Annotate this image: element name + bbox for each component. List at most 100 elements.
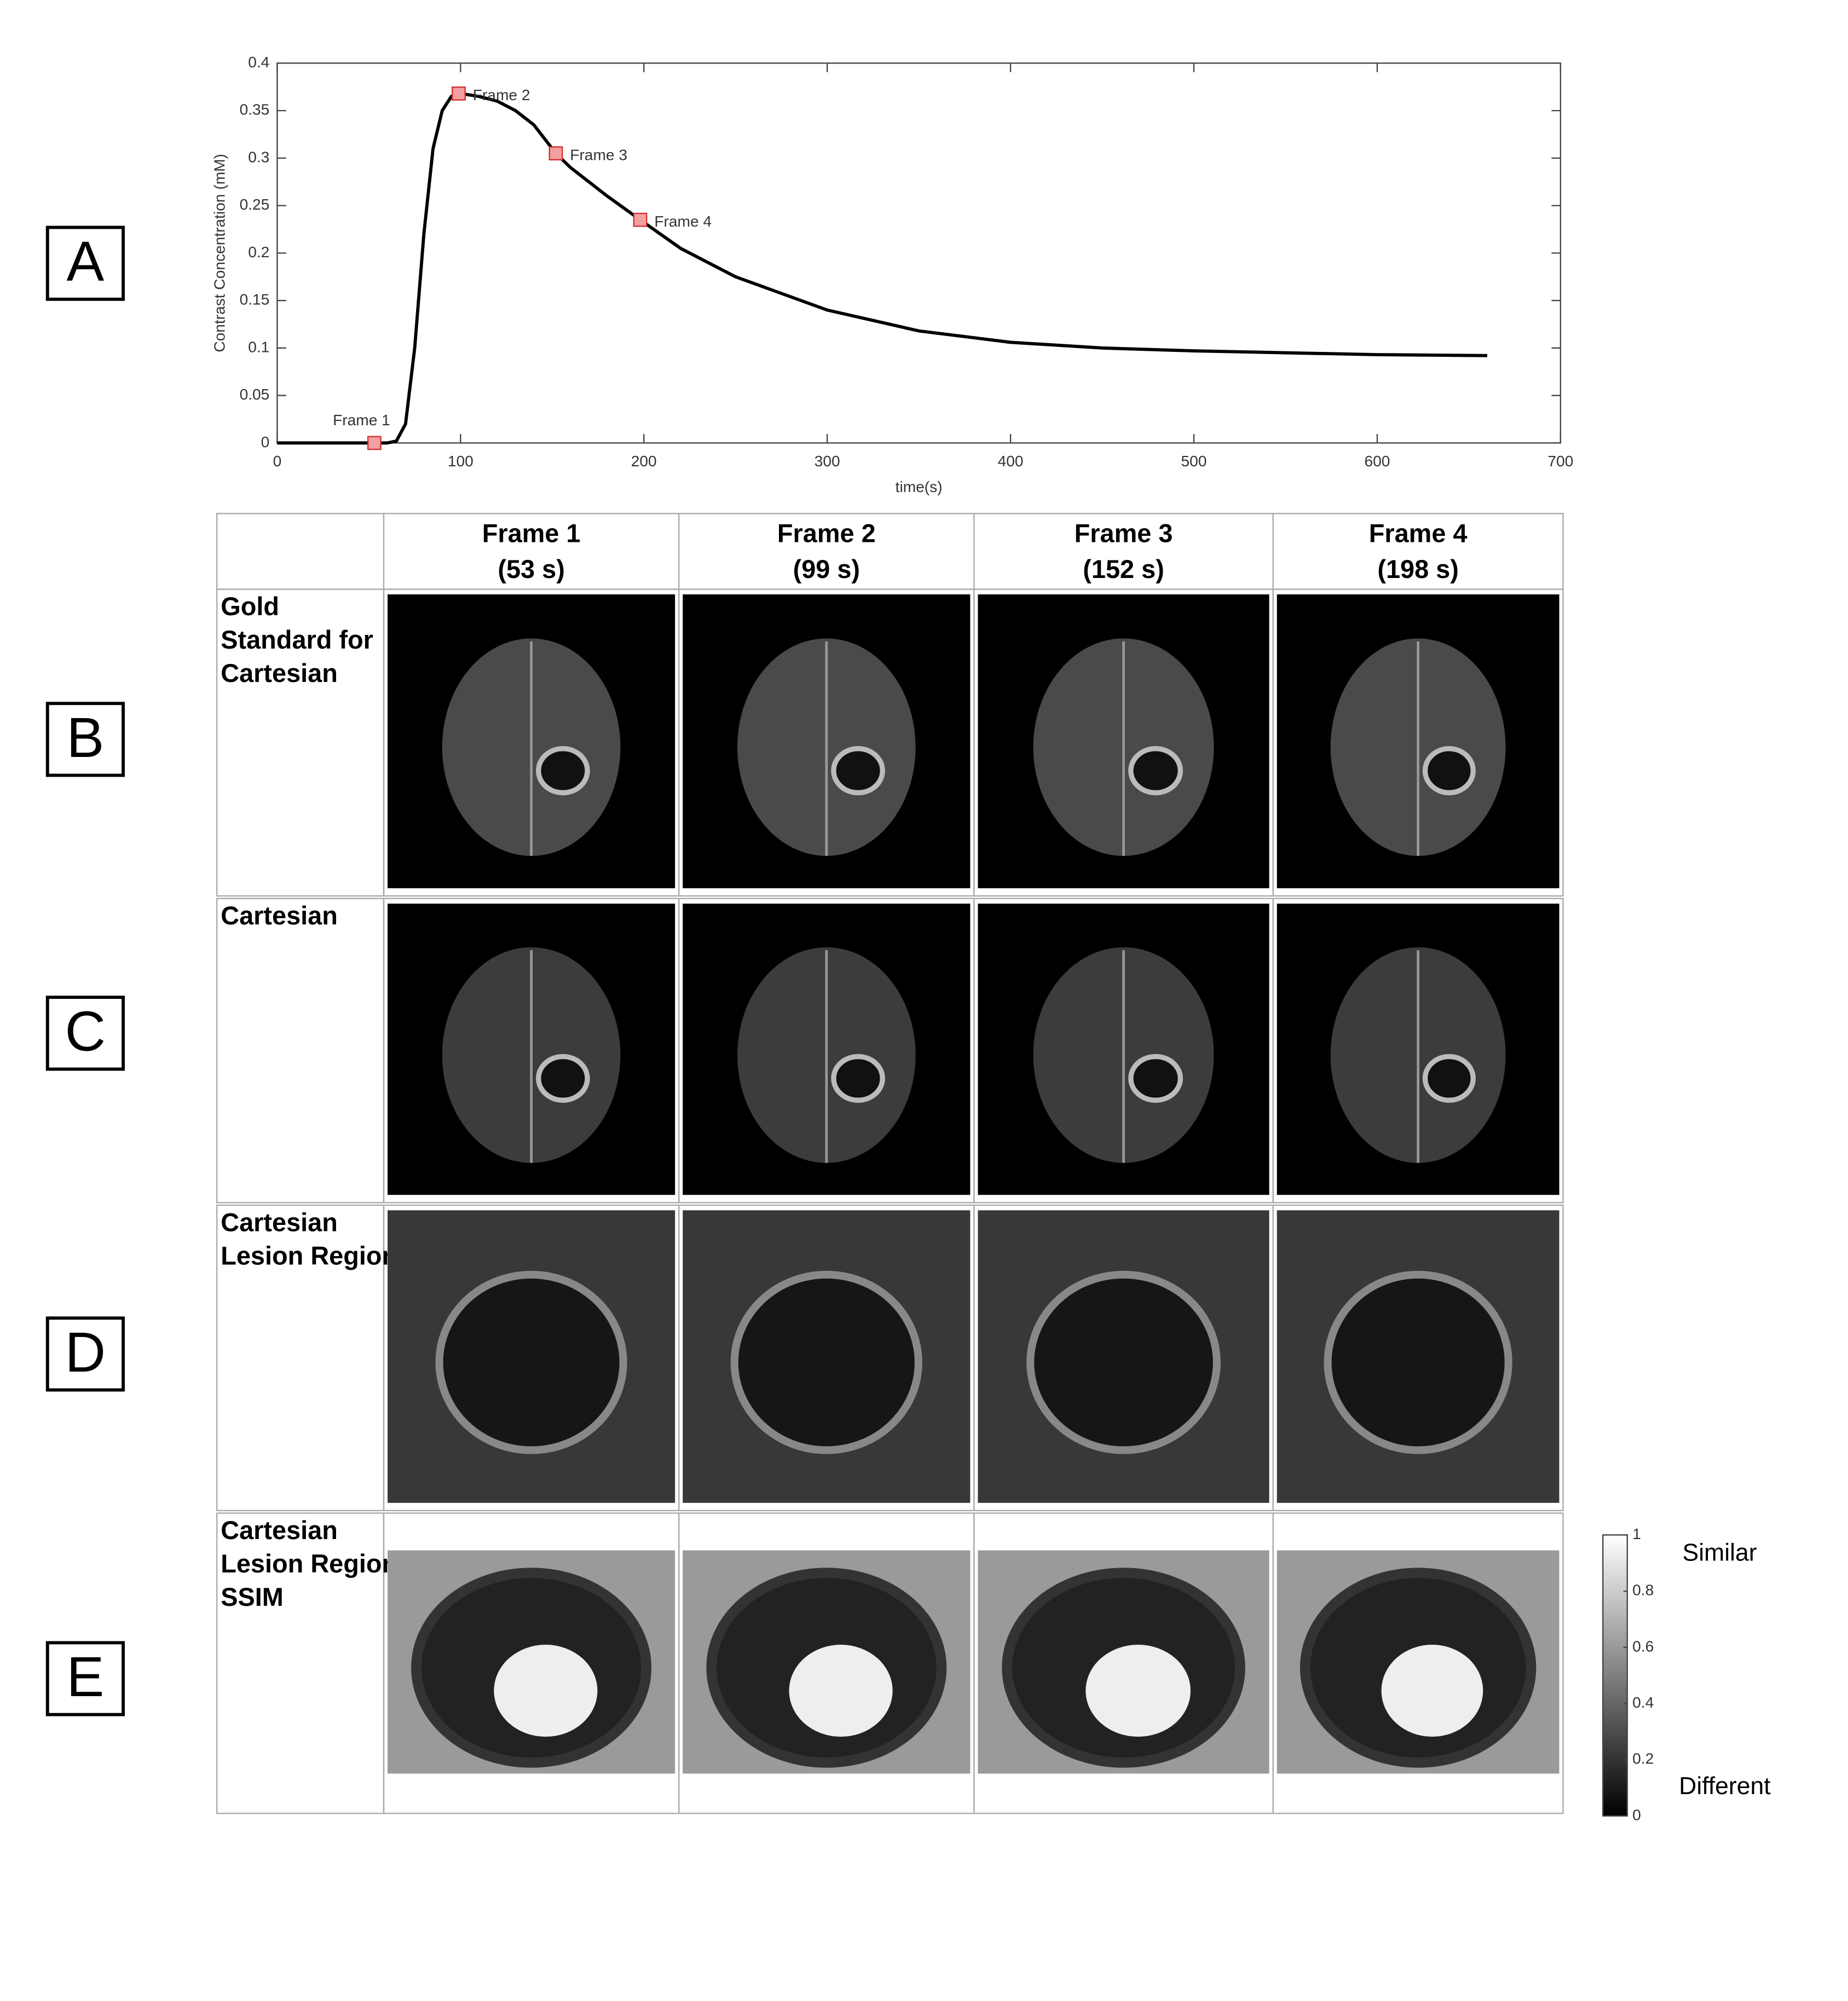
image: [683, 1210, 971, 1503]
lesion: [730, 1270, 922, 1454]
y-tick-label: 0.4: [248, 54, 269, 71]
plot-frame: [276, 62, 1562, 444]
frame-marker: [548, 146, 563, 161]
column-header: (53 s): [498, 555, 564, 583]
panel-label-box: [45, 996, 125, 1071]
lesion: [1324, 1270, 1512, 1454]
row-header: Lesion Region: [221, 1549, 397, 1578]
colorbar-tick-label: 1: [1632, 1525, 1641, 1542]
column-header: Frame 3: [1075, 519, 1173, 548]
colorbar-top-label: Similar: [1683, 1539, 1757, 1566]
column-header: Frame 2: [777, 519, 876, 548]
row-header: Cartesian: [221, 1516, 338, 1545]
image: [1277, 1550, 1560, 1774]
image: [388, 903, 675, 1195]
frame-marker: [633, 212, 648, 227]
image: [683, 1550, 971, 1774]
image: [1277, 903, 1560, 1195]
y-axis-label: Contrast Concentration (mM): [211, 154, 228, 352]
row-header: SSIM: [221, 1583, 284, 1611]
image: [978, 903, 1269, 1195]
colorbar-tick-label: 0.6: [1632, 1638, 1654, 1655]
column-header: Frame 1: [482, 519, 581, 548]
y-tick-label: 0.15: [240, 291, 270, 308]
frame-marker-label: Frame 1: [333, 412, 390, 429]
row-header: Gold: [221, 592, 279, 621]
table-header-cell: [216, 513, 1564, 590]
frame-marker-label: Frame 4: [654, 213, 712, 230]
y-tick-label: 0.2: [248, 244, 269, 261]
panel-label-box: [45, 1641, 125, 1716]
lesion: [1128, 746, 1183, 796]
x-tick-label: 200: [631, 453, 657, 470]
x-tick-label: 100: [448, 453, 473, 470]
row-header: Standard for: [221, 626, 373, 654]
colorbar-tick-label: 0.2: [1632, 1750, 1654, 1767]
lesion: [435, 1270, 627, 1454]
core: [789, 1645, 893, 1737]
row-header: Cartesian: [221, 1208, 338, 1236]
image: [978, 1550, 1269, 1774]
y-tick-label: 0.3: [248, 148, 269, 165]
lesion: [536, 1054, 590, 1103]
panel-label: A: [67, 230, 105, 293]
lesion: [831, 1054, 885, 1103]
x-tick-label: 0: [273, 453, 282, 470]
image: [1277, 594, 1560, 888]
panel-label: B: [67, 706, 105, 769]
y-tick-label: 0: [261, 433, 270, 450]
row-header: Lesion Region: [221, 1241, 397, 1270]
x-tick-label: 400: [998, 453, 1024, 470]
frame-marker: [367, 436, 382, 450]
row-header: Cartesian: [221, 659, 338, 687]
x-tick-label: 300: [815, 453, 840, 470]
x-tick-label: 500: [1181, 453, 1207, 470]
core: [494, 1645, 598, 1737]
panel-label: D: [65, 1321, 106, 1384]
row-header: Cartesian: [221, 901, 338, 930]
image: [388, 1210, 675, 1503]
x-tick-label: 600: [1364, 453, 1390, 470]
image: [683, 594, 971, 888]
image: [978, 1210, 1269, 1503]
column-header: (152 s): [1083, 555, 1164, 583]
table-cell: [1272, 588, 1564, 897]
image: [978, 594, 1269, 888]
frame-marker: [452, 86, 466, 101]
table-cell: [1272, 1512, 1564, 1814]
panel-label: E: [67, 1645, 105, 1708]
lesion: [1422, 1054, 1476, 1103]
colorbar-tick-label: 0.8: [1632, 1582, 1654, 1599]
lesion: [1422, 746, 1476, 796]
lesion: [1128, 1054, 1183, 1103]
panel-label-box: [45, 225, 125, 301]
table-cell: [216, 898, 385, 1204]
column-header: Frame 4: [1369, 519, 1468, 548]
y-tick-label: 0.1: [248, 338, 269, 355]
core: [1085, 1645, 1191, 1737]
table-cell: [1272, 898, 1564, 1204]
lesion: [831, 746, 885, 796]
panel-label-box: [45, 1316, 125, 1392]
frame-marker-label: Frame 3: [570, 146, 627, 163]
table-cell: [1272, 1204, 1564, 1512]
curve: [277, 91, 1487, 445]
lesion: [536, 746, 590, 796]
image: [683, 903, 971, 1195]
x-tick-label: 700: [1547, 453, 1573, 470]
colorbar-tick-label: 0.4: [1632, 1694, 1654, 1711]
image: [1277, 1210, 1560, 1503]
y-tick-label: 0.05: [240, 386, 270, 403]
image: [388, 594, 675, 888]
column-header: (99 s): [793, 555, 860, 583]
image: [388, 1550, 675, 1774]
colorbar: [1602, 1534, 1628, 1817]
lesion: [1026, 1270, 1221, 1454]
y-tick-label: 0.35: [240, 101, 270, 118]
core: [1381, 1645, 1483, 1737]
y-tick-label: 0.25: [240, 196, 270, 213]
colorbar-tick-label: 0: [1632, 1806, 1641, 1823]
x-axis-label: time(s): [896, 478, 943, 495]
